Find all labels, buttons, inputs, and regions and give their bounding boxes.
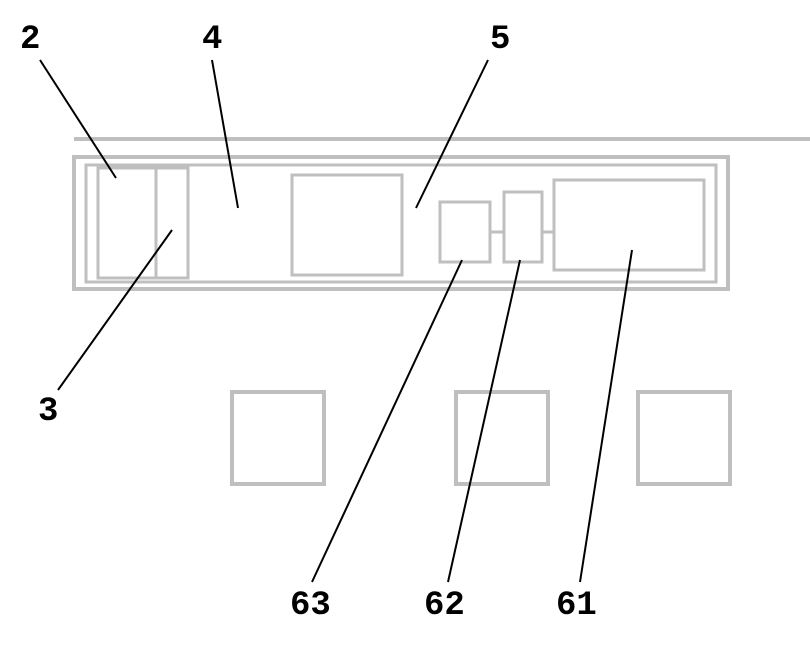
leader-l61 <box>580 250 632 582</box>
component-3 <box>156 168 188 278</box>
label-l63: 63 <box>290 587 331 625</box>
component-63 <box>440 202 490 262</box>
leader-l5 <box>416 60 488 208</box>
leader-l2 <box>40 60 116 178</box>
component-61 <box>554 180 704 270</box>
label-l2: 2 <box>20 21 40 59</box>
component-4-box <box>292 175 402 275</box>
label-l4: 4 <box>202 21 222 59</box>
label-l3: 3 <box>38 393 58 431</box>
component-2 <box>98 168 156 278</box>
label-l62: 62 <box>424 587 465 625</box>
label-l5: 5 <box>490 21 510 59</box>
leader-l4 <box>212 60 238 208</box>
label-l61: 61 <box>556 587 597 625</box>
bottom-square-1 <box>232 392 324 484</box>
leader-l62 <box>448 260 520 582</box>
bottom-square-2 <box>456 392 548 484</box>
bottom-square-3 <box>638 392 730 484</box>
component-62 <box>504 192 542 262</box>
leader-l63 <box>312 260 462 582</box>
